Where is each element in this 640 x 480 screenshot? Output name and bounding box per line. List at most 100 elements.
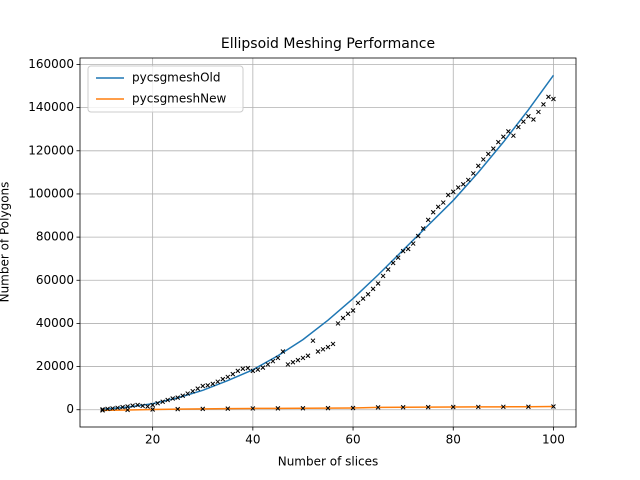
scatter-point <box>400 404 406 410</box>
legend-label: pycsgmeshOld <box>132 71 221 85</box>
scatter-point <box>245 365 251 371</box>
scatter-point <box>475 404 481 410</box>
scatter-point <box>390 260 396 266</box>
scatter-point <box>155 400 161 406</box>
scatter-point <box>506 129 511 134</box>
scatter-point <box>305 353 311 359</box>
scatter-point <box>165 397 171 403</box>
scatter-point <box>135 402 140 408</box>
scatter-point <box>335 321 341 326</box>
x-tick-label: 60 <box>345 433 360 447</box>
scatter-point <box>325 344 331 350</box>
x-tick-label: 100 <box>542 433 565 447</box>
scatter-point <box>450 404 456 410</box>
x-tick-label: 40 <box>245 433 260 447</box>
scatter-point <box>380 273 386 279</box>
scatter-point <box>250 368 256 374</box>
scatter-point <box>400 248 406 254</box>
y-tick-label: 80000 <box>36 230 74 244</box>
chart-title: Ellipsoid Meshing Performance <box>221 36 435 52</box>
scatter-point <box>230 371 236 377</box>
scatter-point <box>315 349 321 354</box>
scatter-point <box>490 146 496 151</box>
scatter-point <box>415 233 421 239</box>
scatter-point <box>325 405 331 411</box>
scatter-point <box>170 396 176 401</box>
scatter-point <box>115 405 120 411</box>
scatter-point <box>295 357 301 363</box>
scatter-point <box>435 204 441 210</box>
scatter-point <box>350 405 356 411</box>
scatter-point <box>200 383 206 389</box>
scatter-point <box>460 181 466 187</box>
scatter-point <box>425 404 431 410</box>
scatter-point <box>485 151 491 157</box>
scatter-point <box>140 403 145 409</box>
scatter-point <box>310 338 316 344</box>
y-tick-label: 60000 <box>36 273 74 287</box>
scatter-point <box>330 341 336 347</box>
scatter-point <box>300 405 306 411</box>
scatter-point <box>100 408 105 413</box>
scatter-point <box>160 399 166 405</box>
scatter-point <box>465 177 471 183</box>
y-tick-label: 100000 <box>28 186 74 200</box>
scatter-point <box>445 192 451 198</box>
scatter-point <box>275 405 281 411</box>
scatter-point <box>175 406 181 412</box>
scatter-point <box>290 359 296 365</box>
scatter-point <box>350 308 356 313</box>
y-tick-label: 140000 <box>28 100 74 114</box>
y-tick-label: 20000 <box>36 359 74 373</box>
scatter-point <box>285 362 291 367</box>
y-tick-label: 120000 <box>28 143 74 157</box>
scatter-point <box>526 113 531 119</box>
scatter-point <box>185 391 191 396</box>
scatter-point <box>100 406 105 412</box>
scatter-point <box>110 406 115 411</box>
scatter-point <box>531 117 536 122</box>
plot-frame <box>79 57 577 428</box>
scatter-point <box>180 393 186 399</box>
scatter-point <box>275 355 281 361</box>
scatter-point <box>450 189 456 195</box>
scatter-point <box>145 404 150 409</box>
scatter-point <box>215 379 221 385</box>
scatter-point <box>375 405 381 410</box>
y-axis-label: Number of Polygons <box>0 182 12 303</box>
scatter-point <box>190 388 196 394</box>
scatter-point <box>501 134 506 140</box>
scatter-point <box>340 315 346 321</box>
scatter-point <box>210 381 216 387</box>
legend-frame <box>87 65 244 113</box>
scatter-point <box>265 362 271 367</box>
scatter-point <box>240 366 246 372</box>
scatter-point <box>125 404 130 409</box>
y-tick-label: 160000 <box>28 57 74 71</box>
scatter-point <box>260 365 266 371</box>
scatter-point <box>470 171 476 176</box>
scatter-point <box>345 311 351 317</box>
scatter-point <box>430 209 436 215</box>
scatter-point <box>425 217 431 223</box>
scatter-point <box>501 404 506 410</box>
scatter-point <box>150 402 155 408</box>
scatter-point <box>521 119 526 125</box>
scatter-point <box>551 404 556 409</box>
scatter-point <box>475 163 481 169</box>
y-tick-label: 40000 <box>36 316 74 330</box>
scatter-point <box>220 376 226 382</box>
scatter-point <box>405 246 411 252</box>
scatter-point <box>225 406 231 412</box>
scatter-point <box>375 281 381 286</box>
scatter-point <box>480 157 486 162</box>
scatter-point <box>455 185 461 190</box>
scatter-point <box>120 404 125 410</box>
scatter-point <box>300 355 306 361</box>
scatter-point <box>536 109 541 115</box>
scatter-point <box>270 358 276 364</box>
scatter-point <box>205 382 211 388</box>
x-axis-label: Number of slices <box>278 455 379 469</box>
scatter-point <box>440 200 446 205</box>
